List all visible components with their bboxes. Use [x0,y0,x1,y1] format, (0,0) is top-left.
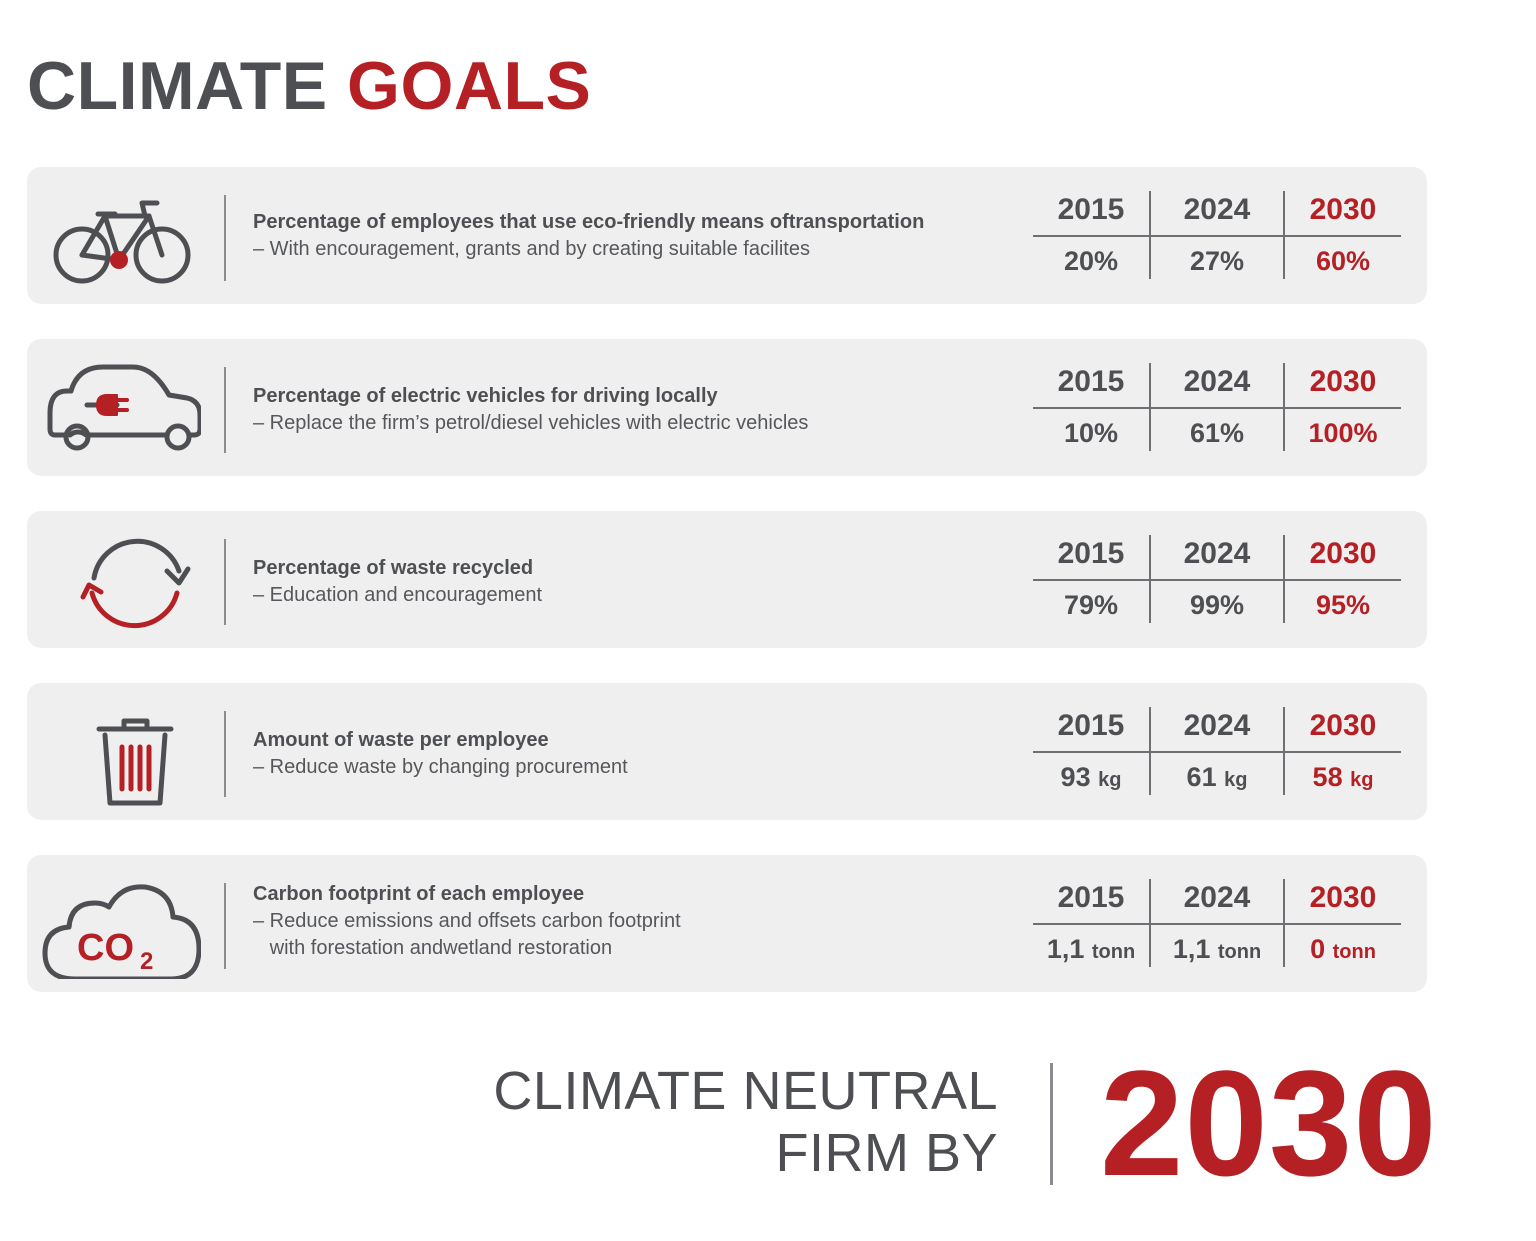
divider [224,883,226,969]
goal-card-carbon: CO 2 Carbon footprint of each employee –… [27,855,1427,992]
goal-heading: Amount of waste per employee [253,729,549,751]
value-2015: 79% [1063,590,1119,620]
divider [224,539,226,625]
goal-subtext: – Education and encouragement [253,584,543,606]
goal-heading: Percentage of waste recycled [253,557,534,579]
year-2030: 2030 [1309,881,1377,914]
goal-subtext: – Reduce emissions and offsets carbon fo… [253,910,681,932]
year-2015: 2015 [1057,709,1125,742]
value-2024: 27% [1189,246,1245,276]
year-2030: 2030 [1309,709,1377,742]
stats-table: 2015 2024 2030 79% 99% 95% [1033,535,1401,623]
footer-line-1: CLIMATE NEUTRAL [493,1061,998,1121]
stats-table: 2015 2024 2030 10% 61% 100% [1033,363,1401,451]
title-word-climate: CLIMATE [27,48,328,124]
goal-description: Carbon footprint of each employee – Redu… [253,881,1033,962]
value-2030: 95% [1315,590,1371,620]
goal-card-electric-vehicles: Percentage of electric vehicles for driv… [27,339,1427,476]
value-2030: 60% [1315,246,1371,276]
bicycle-icon [41,181,201,291]
stats-table: 2015 2024 2030 1,1 tonn 1,1 tonn 0 tonn [1033,879,1401,967]
year-2024: 2024 [1183,365,1251,398]
divider [224,367,226,453]
year-2024: 2024 [1183,709,1251,742]
trash-can-icon [41,697,201,807]
year-2024: 2024 [1183,537,1251,570]
goal-heading: Carbon footprint of each employee [253,883,585,905]
value-2030: 100% [1308,418,1378,448]
value-2015: 93 kg [1060,762,1122,792]
svg-text:CO: CO [77,927,134,969]
year-2024: 2024 [1183,193,1251,226]
value-2024: 99% [1189,590,1245,620]
year-2015: 2015 [1057,537,1125,570]
divider [224,195,226,281]
value-2024: 61% [1189,418,1245,448]
goal-heading: Percentage of employees that use eco-fri… [253,211,925,233]
goal-description: Amount of waste per employee – Reduce wa… [253,727,1033,781]
divider [224,711,226,797]
goal-card-transport: Percentage of employees that use eco-fri… [27,167,1427,304]
goal-heading: Percentage of electric vehicles for driv… [253,385,718,407]
value-2030: 0 tonn [1310,934,1376,964]
year-2030: 2030 [1309,193,1377,226]
footer-line-2: FIRM BY [775,1123,998,1183]
goal-subtext: – Replace the firm’s petrol/diesel vehic… [253,412,809,434]
co2-cloud-icon: CO 2 [41,869,201,979]
year-2030: 2030 [1309,365,1377,398]
goal-card-waste: Amount of waste per employee – Reduce wa… [27,683,1427,820]
value-2015: 20% [1063,246,1119,276]
value-2015: 10% [1063,418,1119,448]
electric-car-icon [41,353,201,463]
year-2024: 2024 [1183,881,1251,914]
title-word-goals: GOALS [347,48,592,124]
value-2015: 1,1 tonn [1046,934,1136,964]
year-2015: 2015 [1057,365,1125,398]
value-2024: 1,1 tonn [1172,934,1262,964]
goal-description: Percentage of employees that use eco-fri… [253,209,1033,263]
value-2024: 61 kg [1186,762,1248,792]
stats-table: 2015 2024 2030 20% 27% 60% [1033,191,1401,279]
year-2030: 2030 [1309,537,1377,570]
year-2015: 2015 [1057,193,1125,226]
goal-subtext-2: with forestation andwetland restoration [253,937,613,959]
value-2030: 58 kg [1312,762,1374,792]
svg-text:2: 2 [140,948,153,975]
goal-subtext: – Reduce waste by changing procurement [253,756,628,778]
footer-year: 2030 [1100,1039,1438,1207]
year-2015: 2015 [1057,881,1125,914]
goal-card-recycling: Percentage of waste recycled – Education… [27,511,1427,648]
recycle-icon [41,525,201,635]
goal-subtext: – With encouragement, grants and by crea… [253,238,810,260]
page-title: CLIMATE GOALS [27,52,591,120]
stats-table: 2015 2024 2030 93 kg 61 kg 58 kg [1033,707,1401,795]
footer-divider [1050,1063,1053,1185]
goal-description: Percentage of waste recycled – Education… [253,555,1033,609]
goal-description: Percentage of electric vehicles for driv… [253,383,1033,437]
footer-statement: CLIMATE NEUTRAL FIRM BY [493,1060,998,1184]
